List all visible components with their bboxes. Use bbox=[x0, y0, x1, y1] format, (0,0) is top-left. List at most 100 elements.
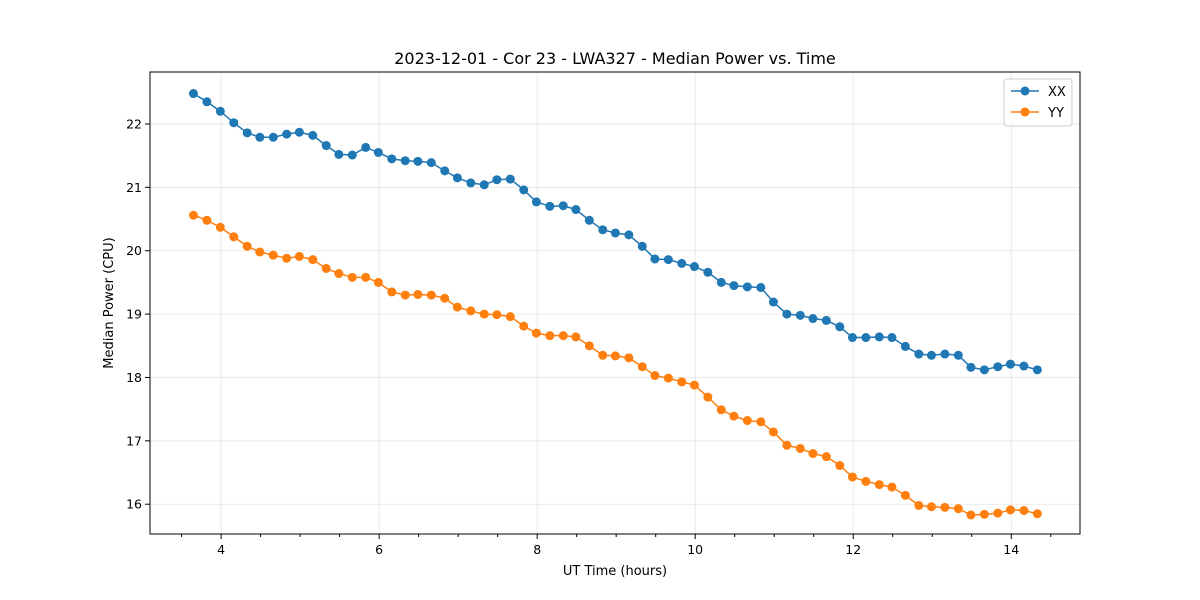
data-point-yy bbox=[716, 405, 726, 415]
data-point-xx bbox=[756, 282, 766, 292]
y-tick-label: 18 bbox=[126, 370, 142, 385]
data-point-yy bbox=[979, 509, 989, 519]
data-point-yy bbox=[215, 222, 225, 232]
data-point-xx bbox=[387, 154, 397, 164]
data-point-xx bbox=[729, 281, 739, 291]
data-point-xx bbox=[887, 333, 897, 343]
data-point-xx bbox=[321, 141, 331, 151]
x-tick-label: 8 bbox=[533, 542, 541, 557]
data-point-xx bbox=[294, 127, 304, 137]
legend-marker-yy bbox=[1020, 107, 1030, 117]
data-point-yy bbox=[926, 502, 936, 512]
data-point-yy bbox=[940, 502, 950, 512]
data-point-yy bbox=[663, 373, 673, 383]
x-tick-label: 12 bbox=[845, 542, 861, 557]
data-point-xx bbox=[268, 132, 278, 142]
x-tick-label: 10 bbox=[687, 542, 703, 557]
data-point-yy bbox=[835, 461, 845, 471]
legend-entry-xx: XX bbox=[1011, 85, 1066, 100]
data-point-xx bbox=[202, 97, 212, 107]
data-point-xx bbox=[993, 362, 1003, 372]
data-point-yy bbox=[887, 482, 897, 492]
data-point-yy bbox=[229, 232, 239, 242]
data-point-yy bbox=[953, 504, 963, 514]
data-point-yy bbox=[847, 472, 857, 482]
data-point-xx bbox=[452, 173, 462, 183]
y-tick-label: 16 bbox=[126, 497, 142, 512]
data-point-xx bbox=[505, 174, 515, 184]
data-point-xx bbox=[598, 225, 608, 235]
data-point-xx bbox=[795, 310, 805, 320]
y-tick-label: 21 bbox=[126, 180, 142, 195]
data-point-xx bbox=[821, 315, 831, 325]
y-tick-label: 20 bbox=[126, 243, 142, 258]
grid bbox=[150, 72, 1080, 534]
data-point-xx bbox=[571, 205, 581, 215]
data-point-yy bbox=[756, 417, 766, 427]
x-tick-label: 6 bbox=[375, 542, 383, 557]
data-point-xx bbox=[650, 254, 660, 264]
data-point-xx bbox=[334, 149, 344, 159]
data-point-xx bbox=[677, 258, 687, 268]
data-point-xx bbox=[545, 201, 555, 211]
data-point-yy bbox=[703, 392, 713, 402]
data-point-yy bbox=[677, 377, 687, 387]
data-point-yy bbox=[874, 480, 884, 490]
data-point-xx bbox=[847, 333, 857, 343]
data-point-yy bbox=[966, 510, 976, 520]
legend-label-yy: YY bbox=[1047, 106, 1064, 121]
data-point-xx bbox=[979, 365, 989, 375]
data-point-yy bbox=[782, 440, 792, 450]
data-point-xx bbox=[716, 277, 726, 287]
data-point-xx bbox=[479, 180, 489, 190]
data-point-xx bbox=[742, 282, 752, 292]
data-point-xx bbox=[1005, 359, 1015, 369]
data-point-yy bbox=[650, 371, 660, 381]
data-point-xx bbox=[440, 166, 450, 176]
data-point-yy bbox=[795, 443, 805, 453]
data-point-xx bbox=[1019, 361, 1029, 371]
data-point-yy bbox=[321, 263, 331, 273]
data-point-yy bbox=[202, 215, 212, 225]
data-point-yy bbox=[452, 302, 462, 312]
plot-frame bbox=[149, 71, 1081, 535]
data-point-xx bbox=[953, 350, 963, 360]
data-point-yy bbox=[1005, 505, 1015, 515]
data-point-xx bbox=[531, 197, 541, 207]
data-point-yy bbox=[531, 328, 541, 338]
data-point-yy bbox=[334, 269, 344, 279]
data-point-yy bbox=[1032, 509, 1042, 519]
data-point-xx bbox=[188, 89, 198, 99]
data-point-xx bbox=[558, 201, 568, 211]
data-point-yy bbox=[584, 341, 594, 351]
data-point-xx bbox=[900, 341, 910, 351]
legend-label-xx: XX bbox=[1048, 85, 1066, 100]
data-point-yy bbox=[400, 290, 410, 300]
y-tick-label: 22 bbox=[126, 116, 142, 131]
y-tick-label: 17 bbox=[126, 433, 142, 448]
data-point-xx bbox=[782, 309, 792, 319]
data-point-yy bbox=[768, 427, 778, 437]
data-point-yy bbox=[610, 351, 620, 361]
data-point-yy bbox=[413, 289, 423, 299]
data-point-xx bbox=[373, 147, 383, 157]
axis-ticks: 4 6 8 10 12 14 16 17 18 19 20 21 22 bbox=[126, 116, 1052, 557]
legend: XX YY bbox=[1003, 78, 1073, 127]
data-point-yy bbox=[361, 272, 371, 282]
data-point-yy bbox=[387, 287, 397, 297]
data-point-yy bbox=[308, 255, 318, 265]
data-point-yy bbox=[742, 416, 752, 426]
data-point-yy bbox=[545, 331, 555, 341]
data-point-yy bbox=[729, 411, 739, 421]
data-point-xx bbox=[689, 262, 699, 272]
data-point-xx bbox=[215, 106, 225, 116]
data-point-yy bbox=[466, 306, 476, 316]
data-point-xx bbox=[808, 314, 818, 324]
legend-marker-xx bbox=[1020, 86, 1030, 96]
data-point-xx bbox=[242, 128, 252, 138]
data-point-xx bbox=[282, 129, 292, 139]
y-tick-label: 19 bbox=[126, 307, 142, 322]
data-point-xx bbox=[347, 150, 357, 160]
data-point-yy bbox=[505, 312, 515, 322]
